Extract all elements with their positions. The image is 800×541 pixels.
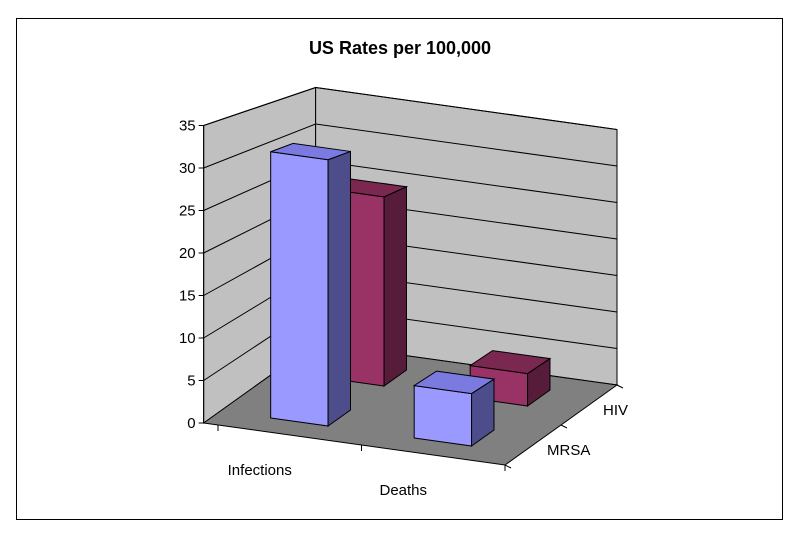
y-tick-label: 10 <box>179 330 196 347</box>
y-tick-label: 5 <box>187 373 195 390</box>
gridline-back <box>315 123 618 167</box>
depth-tick <box>560 424 568 429</box>
depth-tick <box>616 384 624 389</box>
y-tick-label: 35 <box>179 118 196 135</box>
chart-area <box>16 18 783 520</box>
bar-mrsa-infections-top <box>270 142 351 161</box>
bar-hiv-infections-side <box>383 185 407 387</box>
gridline-back <box>315 87 618 130</box>
bar-mrsa-deaths-front <box>413 385 473 447</box>
category-label: Infections <box>228 462 292 479</box>
series-label: MRSA <box>547 442 590 459</box>
y-tick-label: 20 <box>179 245 196 262</box>
gridline-back <box>315 160 618 203</box>
bar-mrsa-deaths-top <box>412 370 496 395</box>
bar-mrsa-infections-side <box>327 150 351 427</box>
bar-hiv-deaths-top <box>468 350 552 375</box>
y-tick-label: 15 <box>179 288 196 305</box>
series-label: HIV <box>603 402 628 419</box>
category-label: Deaths <box>379 482 427 499</box>
y-tick-label: 30 <box>179 160 196 177</box>
bar-mrsa-infections-front <box>270 151 329 427</box>
y-tick-label: 0 <box>187 415 195 432</box>
depth-tick <box>504 464 512 469</box>
gridline-side <box>203 123 316 169</box>
y-tick-label: 25 <box>179 203 196 220</box>
chart-title: US Rates per 100,000 <box>309 38 491 58</box>
gridline-side <box>203 87 316 126</box>
